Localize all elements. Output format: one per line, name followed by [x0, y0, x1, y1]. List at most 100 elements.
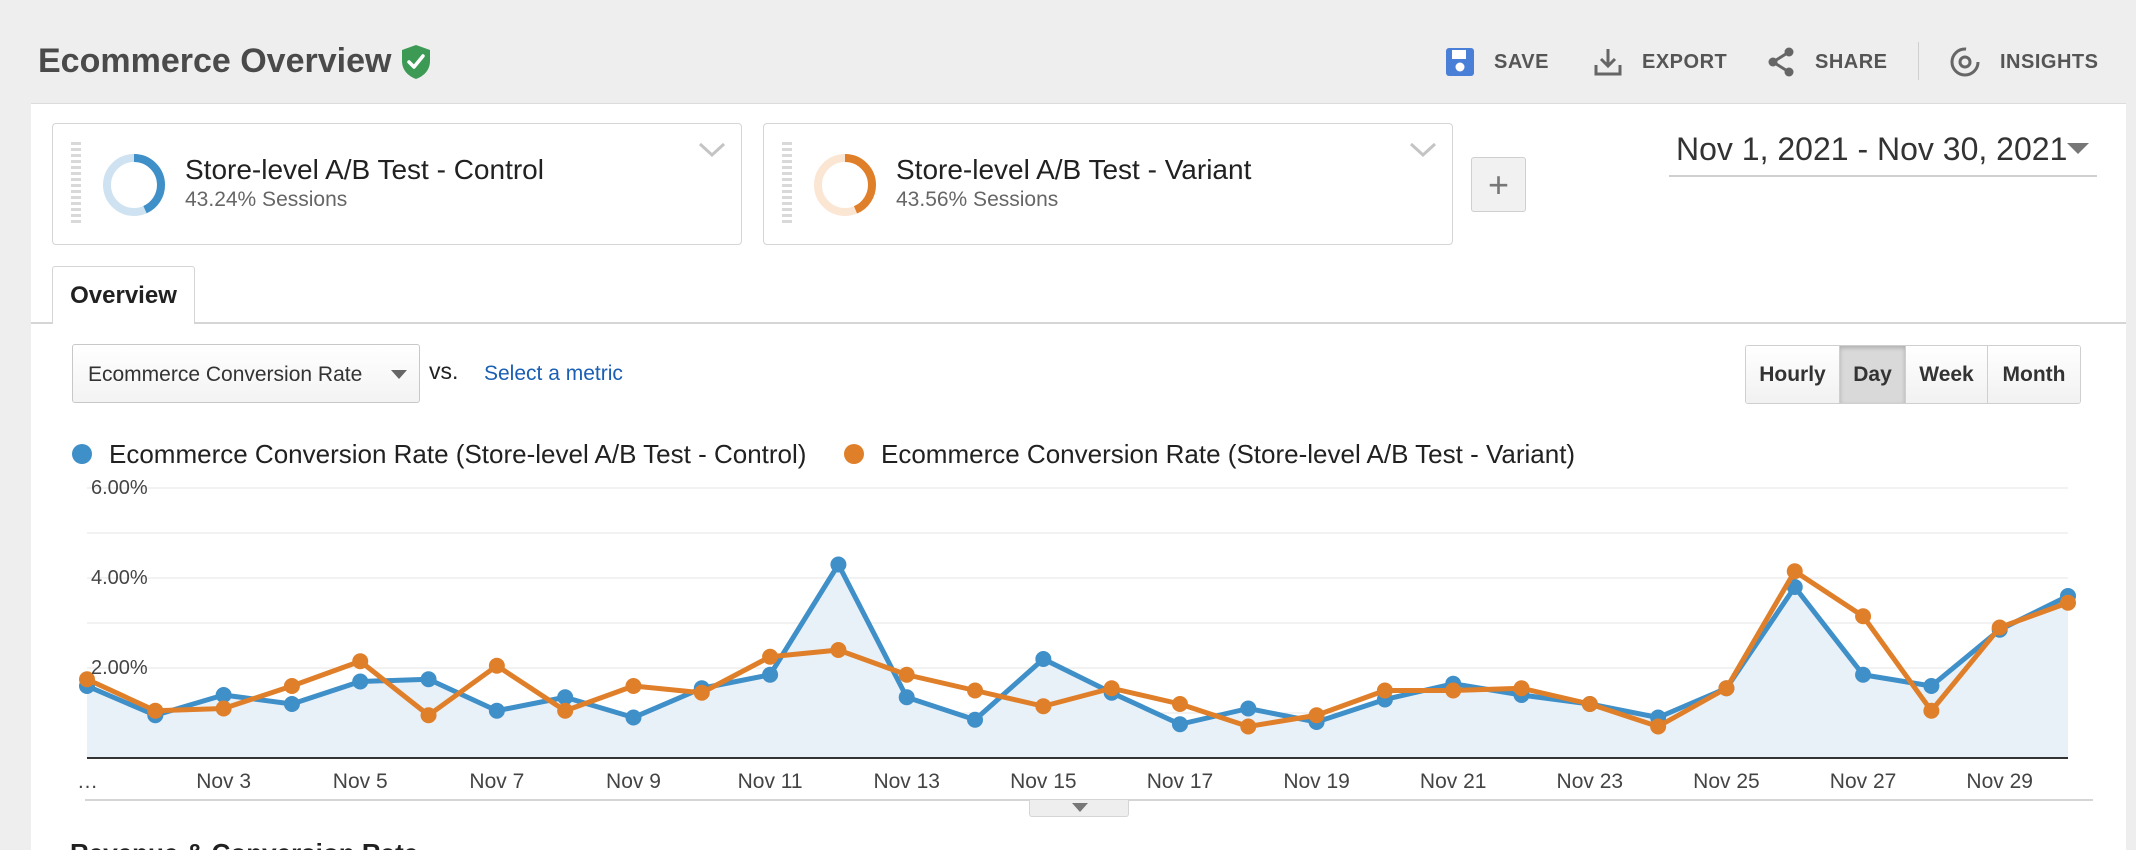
chevron-down-icon[interactable]: [697, 140, 727, 160]
data-point: [1718, 680, 1735, 697]
data-point: [1035, 698, 1052, 715]
data-point: [1581, 696, 1598, 712]
data-point: [1103, 680, 1120, 697]
expand-chart-button[interactable]: [1029, 800, 1129, 817]
data-point: [420, 707, 437, 724]
data-point: [1376, 682, 1393, 699]
download-icon: [1594, 49, 1622, 76]
data-point: [283, 696, 300, 712]
legend-item-variant[interactable]: Ecommerce Conversion Rate (Store-level A…: [844, 437, 1575, 471]
data-point: [1855, 608, 1872, 625]
segment-card-variant[interactable]: Store-level A/B Test - Variant 43.56% Se…: [763, 123, 1453, 245]
granularity-toggle: Hourly Day Week Month: [1745, 345, 2081, 404]
legend-label: Ecommerce Conversion Rate (Store-level A…: [109, 438, 807, 469]
y-tick-label: 4.00%: [91, 567, 148, 589]
data-point: [693, 684, 710, 701]
export-button[interactable]: EXPORT: [1592, 44, 1727, 80]
data-point: [488, 657, 505, 674]
y-tick-label: 2.00%: [91, 657, 148, 679]
frame-left: [0, 103, 31, 850]
granularity-hourly-button[interactable]: Hourly: [1746, 346, 1840, 403]
save-icon: [1446, 48, 1474, 76]
data-point: [488, 702, 505, 719]
metric-selected: Ecommerce Conversion Rate: [88, 363, 363, 386]
insights-icon: [1950, 47, 1980, 77]
x-tick-label: Nov 27: [1830, 770, 1897, 793]
x-tick-label: Nov 9: [606, 770, 661, 793]
data-point: [1445, 682, 1462, 699]
data-point: [1923, 702, 1940, 719]
x-tick-label: Nov 11: [738, 770, 803, 793]
drag-handle-icon[interactable]: [782, 142, 792, 226]
segment-card-control[interactable]: Store-level A/B Test - Control 43.24% Se…: [52, 123, 742, 245]
data-point: [1308, 707, 1325, 724]
data-point: [352, 673, 369, 690]
x-tick-label: Nov 23: [1557, 770, 1624, 793]
top-bar: [0, 0, 2136, 103]
toolbar-divider: [1918, 42, 1919, 80]
caret-down-icon: [2067, 143, 2089, 154]
data-point: [1171, 696, 1188, 712]
caret-down-icon: [1072, 803, 1088, 812]
data-point: [283, 678, 300, 694]
data-point: [147, 702, 164, 719]
data-point: [1923, 678, 1940, 694]
x-tick-label: Nov 5: [333, 770, 388, 793]
legend-dot-icon: [844, 444, 864, 464]
data-point: [557, 702, 574, 719]
data-point: [352, 653, 369, 670]
select-metric-link[interactable]: Select a metric: [484, 362, 623, 385]
data-point: [420, 671, 437, 688]
segment-donut-chart: [103, 154, 165, 216]
data-point: [1513, 680, 1530, 697]
segment-sessions: 43.24% Sessions: [185, 188, 348, 211]
granularity-week-button[interactable]: Week: [1906, 346, 1988, 403]
segment-name: Store-level A/B Test - Control: [185, 154, 544, 185]
data-point: [1786, 563, 1803, 580]
x-tick-label: Nov 25: [1693, 770, 1760, 793]
data-point: [762, 666, 779, 683]
save-button[interactable]: SAVE: [1444, 44, 1549, 80]
x-tick-label: Nov 7: [469, 770, 524, 793]
legend-item-control[interactable]: Ecommerce Conversion Rate (Store-level A…: [72, 437, 806, 471]
data-point: [1991, 619, 2008, 636]
tab-overview[interactable]: Overview: [52, 266, 195, 324]
x-tick-label: Nov 3: [196, 770, 251, 793]
insights-label: INSIGHTS: [2000, 50, 2099, 73]
x-tick-label: Nov 17: [1147, 770, 1214, 793]
granularity-day-button[interactable]: Day: [1840, 346, 1906, 403]
data-point: [1855, 666, 1872, 683]
tab-bar-line: [31, 322, 2126, 324]
conversion-rate-chart: 6.00% 4.00% 2.00% … Nov 3 Nov 5 Nov 7 Nov 9 Nov …: [77, 480, 2093, 801]
date-range-picker[interactable]: Nov 1, 2021 - Nov 30, 2021: [1669, 125, 2097, 177]
add-segment-button[interactable]: +: [1471, 157, 1526, 212]
data-point: [762, 648, 779, 665]
data-point: [79, 671, 95, 688]
date-range-text: Nov 1, 2021 - Nov 30, 2021: [1676, 131, 2068, 167]
caret-down-icon: [391, 370, 407, 379]
data-point: [215, 687, 232, 703]
x-tick-label: Nov 13: [873, 770, 940, 793]
data-point: [625, 678, 642, 694]
granularity-month-button[interactable]: Month: [1988, 346, 2080, 403]
data-point: [1171, 716, 1188, 733]
page-title: Ecommerce Overview: [38, 42, 392, 80]
metric-dropdown[interactable]: Ecommerce Conversion Rate: [72, 344, 420, 403]
data-point: [557, 689, 574, 706]
insights-button[interactable]: INSIGHTS: [1948, 44, 2098, 80]
data-point: [967, 682, 984, 699]
x-tick-label: Nov 21: [1420, 770, 1487, 793]
data-point: [898, 666, 915, 683]
drag-handle-icon[interactable]: [71, 142, 81, 226]
share-button[interactable]: SHARE: [1765, 44, 1888, 80]
data-point: [1035, 651, 1052, 667]
data-point: [830, 642, 847, 658]
data-point: [967, 711, 984, 728]
segment-donut-chart: [814, 154, 876, 216]
series-line: [85, 568, 2069, 729]
data-point: [830, 556, 847, 573]
share-label: SHARE: [1815, 50, 1888, 73]
segment-name: Store-level A/B Test - Variant: [896, 154, 1252, 185]
chevron-down-icon[interactable]: [1408, 140, 1438, 160]
y-tick-label: 6.00%: [91, 480, 148, 499]
